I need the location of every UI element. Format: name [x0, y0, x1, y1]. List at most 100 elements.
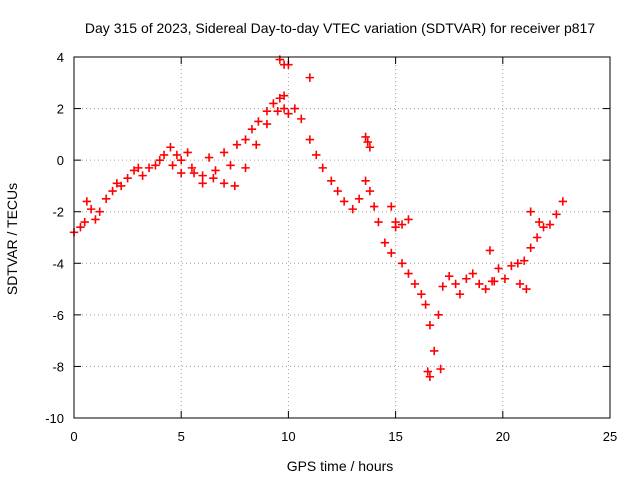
- data-point: [410, 279, 420, 289]
- data-point: [232, 140, 242, 149]
- data-point: [262, 106, 272, 116]
- data-point: [438, 282, 447, 291]
- data-point: [269, 99, 278, 108]
- data-point: [475, 279, 484, 289]
- data-point: [138, 171, 147, 180]
- data-point: [445, 271, 454, 281]
- data-point: [363, 137, 372, 147]
- data-point: [348, 204, 357, 214]
- data-point: [134, 163, 143, 173]
- data-point: [397, 259, 407, 268]
- data-point: [262, 119, 272, 129]
- data-point: [468, 269, 477, 278]
- y-tick-label: -6: [52, 308, 64, 323]
- data-point: [159, 150, 169, 160]
- data-point: [490, 277, 499, 286]
- data-point: [318, 163, 327, 173]
- data-point: [436, 364, 445, 374]
- chart-title: Day 315 of 2023, Sidereal Day-to-day VTE…: [85, 20, 595, 36]
- data-point: [387, 248, 396, 258]
- data-point: [339, 197, 349, 206]
- data-point: [354, 194, 364, 204]
- x-axis-label: GPS time / hours: [287, 458, 394, 474]
- data-point: [166, 143, 175, 152]
- y-axis-label: SDTVAR / TECUs: [4, 183, 20, 295]
- data-point: [123, 173, 132, 183]
- data-point: [177, 155, 186, 165]
- data-point: [404, 215, 413, 224]
- data-point: [86, 204, 96, 214]
- data-point: [515, 279, 525, 289]
- data-point: [290, 104, 300, 113]
- data-point: [369, 202, 379, 211]
- data-point: [226, 161, 235, 170]
- y-tick-label: 2: [57, 102, 64, 117]
- data-point: [155, 155, 164, 165]
- data-point: [219, 148, 229, 157]
- data-point: [284, 109, 293, 118]
- data-point: [387, 202, 396, 211]
- data-point: [297, 114, 306, 124]
- data-point: [526, 207, 535, 216]
- data-point: [129, 166, 139, 175]
- data-point: [204, 153, 214, 162]
- data-point: [241, 135, 250, 144]
- axis-ticks: 0 5 10 15 20 25 -10 -8 -6 -4 -2 0 2 4: [45, 50, 617, 444]
- data-point: [451, 279, 460, 289]
- data-point: [374, 217, 383, 227]
- data-point: [361, 132, 370, 142]
- data-point: [211, 166, 220, 175]
- data-point: [333, 186, 342, 196]
- data-point: [108, 186, 117, 196]
- data-point: [76, 222, 85, 232]
- data-point: [535, 217, 544, 227]
- data-point: [198, 171, 207, 180]
- data-point: [279, 104, 289, 113]
- x-tick-label: 10: [281, 429, 295, 444]
- data-point: [172, 150, 182, 160]
- data-point: [500, 274, 510, 283]
- x-tick-label: 0: [70, 429, 77, 444]
- data-point: [254, 117, 263, 126]
- data-point: [80, 217, 89, 227]
- data-point: [95, 207, 104, 216]
- data-point: [404, 269, 413, 278]
- data-point: [425, 372, 435, 381]
- data-point: [434, 310, 443, 320]
- x-tick-label: 5: [178, 429, 185, 444]
- data-point: [275, 94, 285, 103]
- data-point: [116, 181, 126, 191]
- data-point: [429, 346, 439, 356]
- data-points: [69, 55, 568, 381]
- data-point: [545, 220, 555, 229]
- data-point: [425, 320, 435, 330]
- data-point: [421, 300, 430, 309]
- data-point: [151, 161, 160, 170]
- data-point: [462, 274, 471, 283]
- data-point: [327, 176, 336, 185]
- data-point: [507, 261, 516, 271]
- data-point: [417, 290, 426, 299]
- data-point: [365, 186, 375, 196]
- data-point: [526, 243, 535, 253]
- data-point: [522, 284, 531, 294]
- y-tick-label: 4: [57, 50, 64, 65]
- data-point: [241, 163, 250, 173]
- data-point: [305, 73, 315, 82]
- data-point: [391, 217, 400, 227]
- x-tick-label: 15: [388, 429, 402, 444]
- data-point: [112, 179, 122, 188]
- data-point: [365, 143, 375, 152]
- data-point: [230, 181, 239, 191]
- plot-frame: [73, 56, 611, 419]
- data-point: [252, 140, 261, 149]
- y-tick-label: -4: [52, 256, 64, 271]
- grid-lines: [74, 57, 610, 418]
- data-point: [312, 150, 321, 160]
- data-point: [177, 168, 186, 178]
- data-point: [532, 233, 542, 242]
- data-point: [494, 264, 503, 273]
- data-point: [209, 173, 218, 183]
- data-point: [423, 367, 432, 376]
- data-point: [91, 215, 100, 224]
